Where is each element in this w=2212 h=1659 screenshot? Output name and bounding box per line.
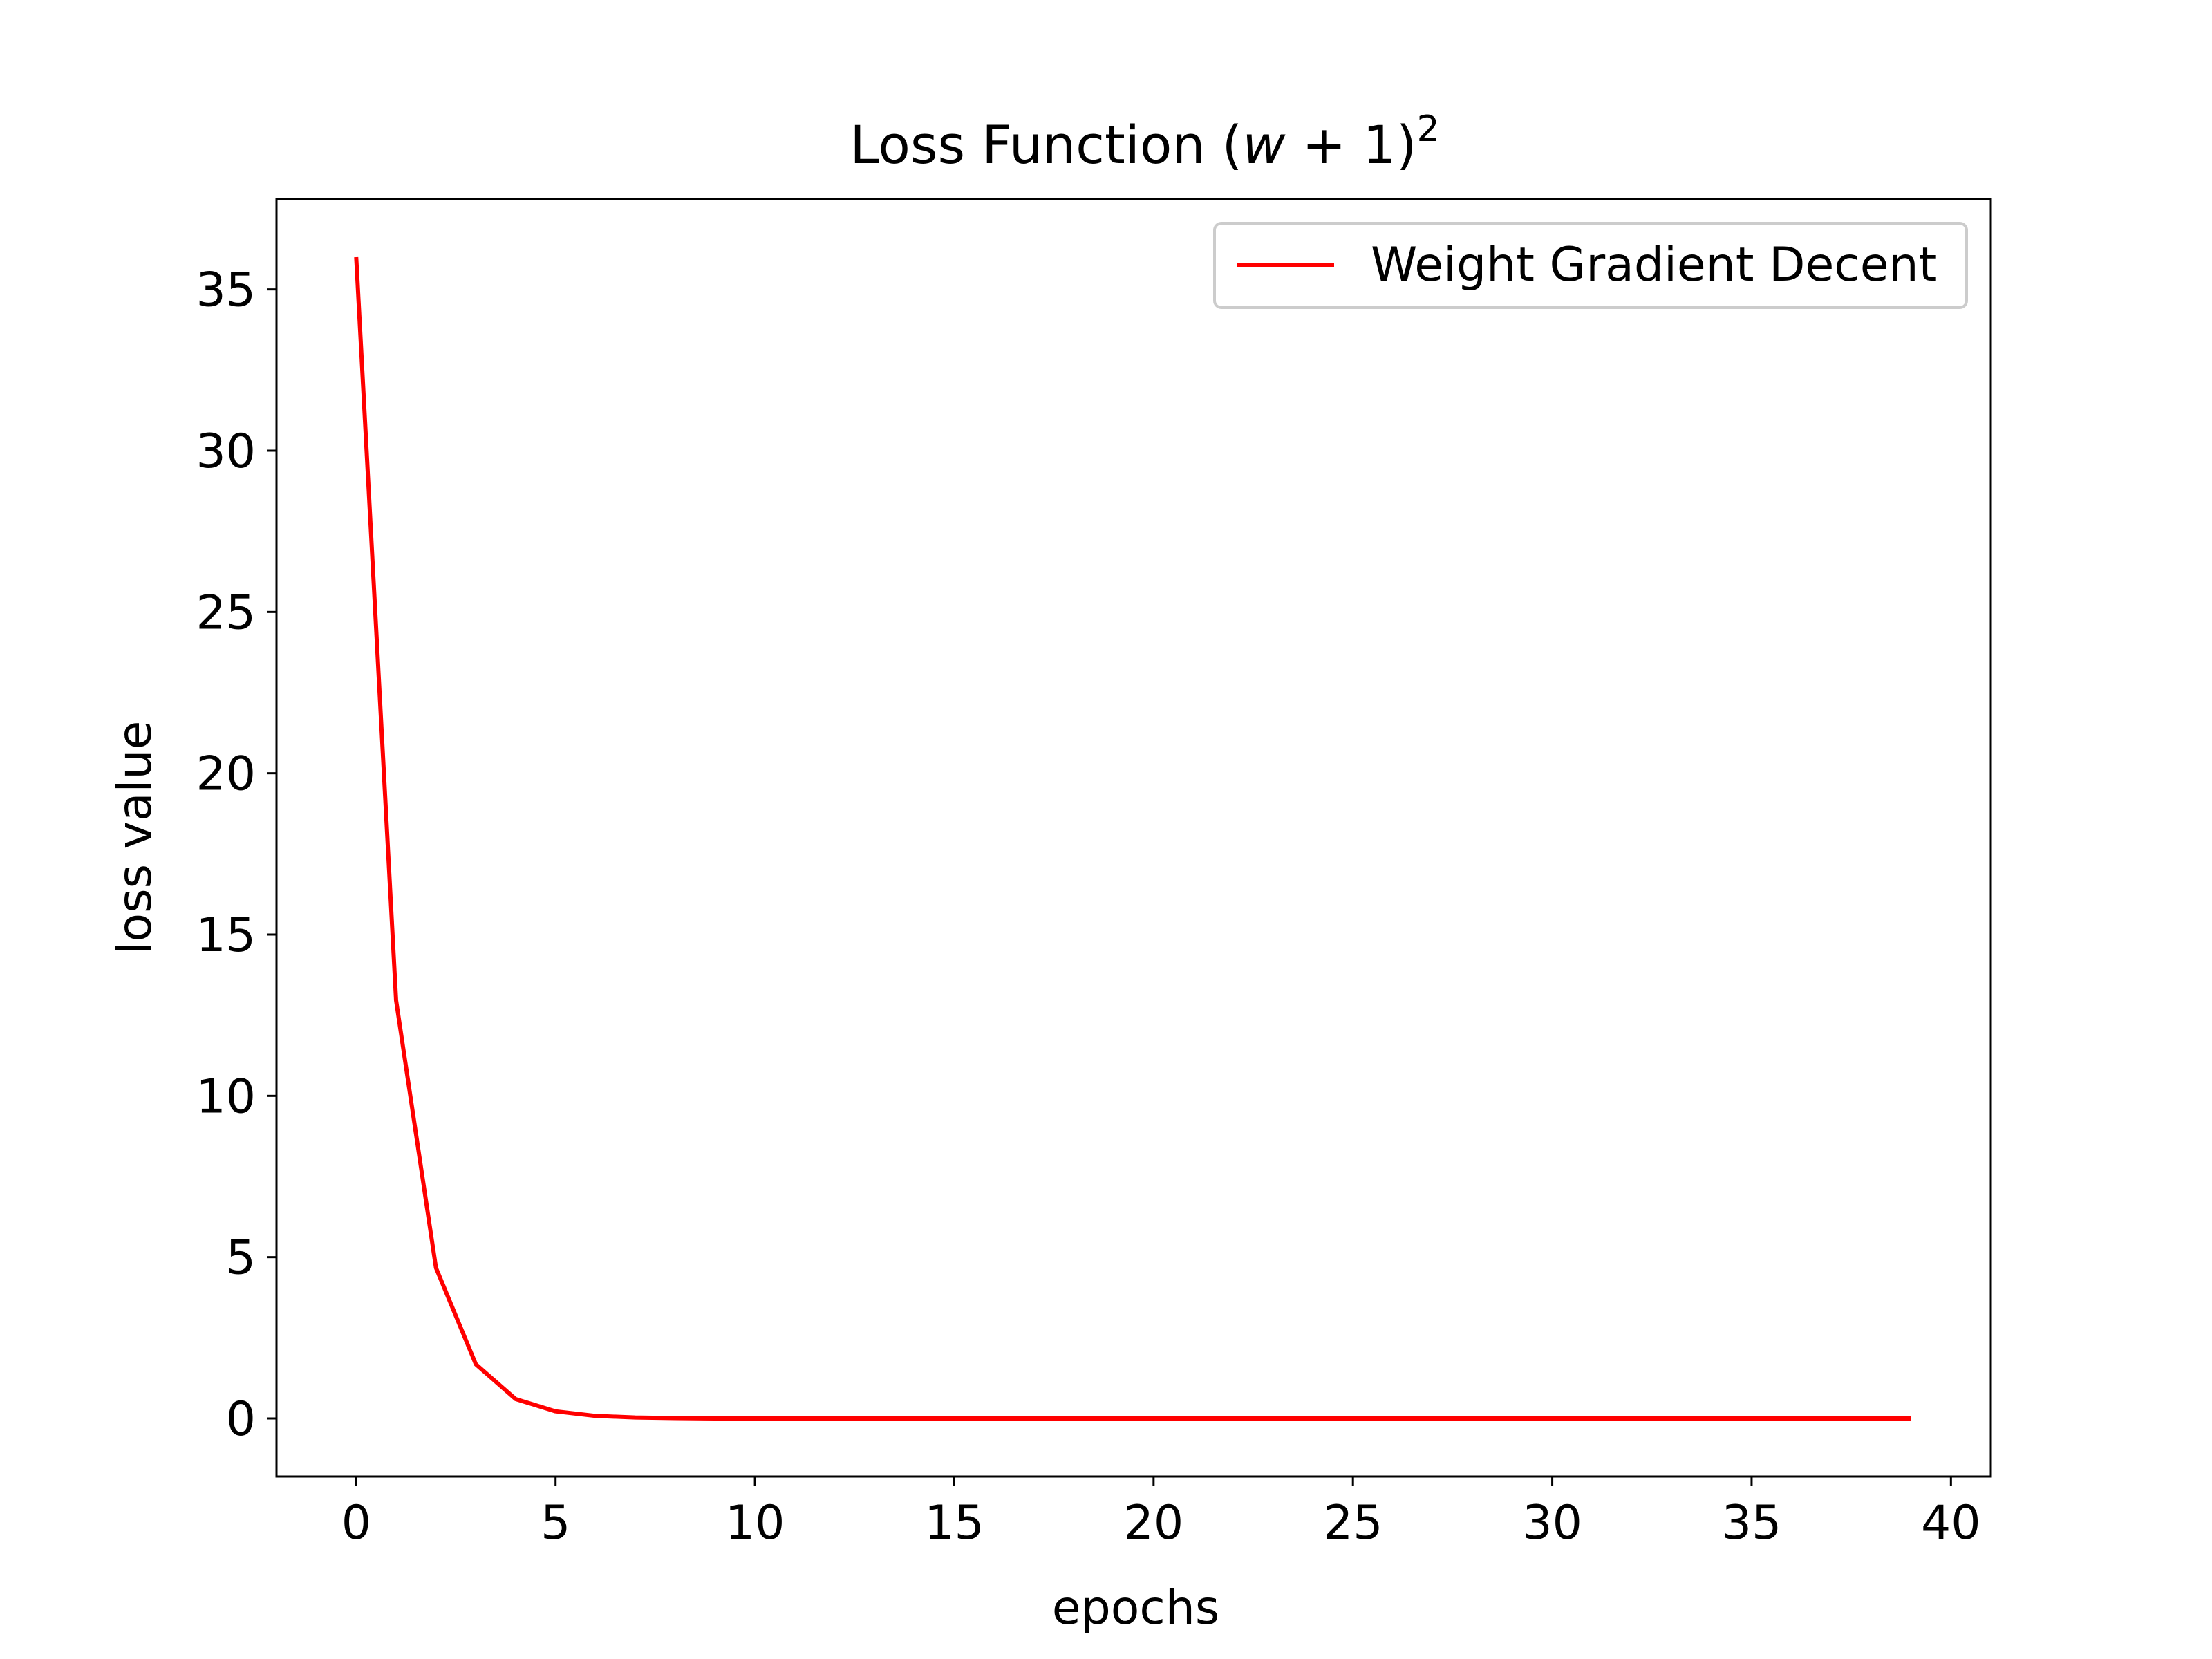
- x-tick-label: 40: [1921, 1496, 1981, 1550]
- data-point: [713, 1416, 717, 1421]
- data-point: [872, 1416, 877, 1421]
- series-line-weight-gradient-decent: [354, 256, 1911, 1421]
- x-tick-label: 35: [1722, 1496, 1782, 1550]
- data-point: [1590, 1416, 1594, 1421]
- data-point: [793, 1416, 797, 1421]
- data-point: [1311, 1416, 1315, 1421]
- data-point: [1152, 1416, 1156, 1421]
- data-point: [1709, 1416, 1714, 1421]
- data-point: [1071, 1416, 1076, 1421]
- data-point: [832, 1416, 836, 1421]
- data-point: [1391, 1416, 1395, 1421]
- data-point: [514, 1397, 518, 1401]
- data-point: [1112, 1416, 1116, 1421]
- legend: Weight Gradient Decent: [1213, 222, 1968, 309]
- data-point: [1630, 1416, 1634, 1421]
- x-tick-label: 15: [924, 1496, 984, 1550]
- y-tick-label: 20: [196, 747, 256, 802]
- legend-label: Weight Gradient Decent: [1371, 238, 1937, 292]
- data-point: [1231, 1416, 1235, 1421]
- x-tick-label: 30: [1522, 1496, 1582, 1550]
- y-tick-label: 35: [196, 263, 256, 318]
- x-tick-label: 0: [341, 1496, 371, 1550]
- y-tick-label: 5: [226, 1231, 256, 1286]
- x-tick-label: 25: [1323, 1496, 1383, 1550]
- data-point: [1670, 1416, 1674, 1421]
- data-point: [394, 998, 398, 1002]
- y-tick-label: 25: [196, 585, 256, 640]
- data-point: [952, 1416, 956, 1421]
- chart-title: Loss Function (w + 1)2: [850, 109, 1439, 176]
- data-point: [1909, 1416, 1913, 1421]
- data-point: [1032, 1416, 1036, 1421]
- plot-area: [275, 198, 1992, 1478]
- data-point: [554, 1409, 558, 1414]
- data-point: [753, 1416, 757, 1421]
- x-tick-label: 10: [725, 1496, 785, 1550]
- x-tick-label: 5: [541, 1496, 570, 1550]
- data-point: [1192, 1416, 1196, 1421]
- data-point: [1510, 1416, 1515, 1421]
- data-point: [1750, 1416, 1754, 1421]
- data-point: [1790, 1416, 1794, 1421]
- x-tick-label: 20: [1124, 1496, 1184, 1550]
- y-tick-label: 30: [196, 424, 256, 479]
- data-point: [354, 255, 358, 259]
- y-tick-label: 10: [196, 1069, 256, 1124]
- data-point: [673, 1416, 677, 1421]
- y-axis-label: loss value: [108, 721, 162, 955]
- data-point: [1869, 1416, 1873, 1421]
- data-point: [633, 1416, 637, 1420]
- data-point: [1351, 1416, 1355, 1421]
- x-axis-label: epochs: [1052, 1581, 1220, 1635]
- legend-box: [1213, 222, 1968, 309]
- y-tick-label: 15: [196, 908, 256, 963]
- data-point: [434, 1266, 438, 1270]
- data-point: [992, 1416, 996, 1421]
- data-point: [912, 1416, 917, 1421]
- data-point: [593, 1414, 597, 1418]
- data-point: [1431, 1416, 1435, 1421]
- data-point: [1550, 1416, 1555, 1421]
- data-point: [474, 1362, 478, 1367]
- data-point: [1829, 1416, 1833, 1421]
- y-tick-label: 0: [226, 1392, 256, 1447]
- data-point: [1470, 1416, 1474, 1421]
- data-point: [1271, 1416, 1275, 1421]
- axis-ticks: 0 5 10 15 20 25 30 35 40 0 5 10 15 20 25 30 35: [196, 263, 1980, 1550]
